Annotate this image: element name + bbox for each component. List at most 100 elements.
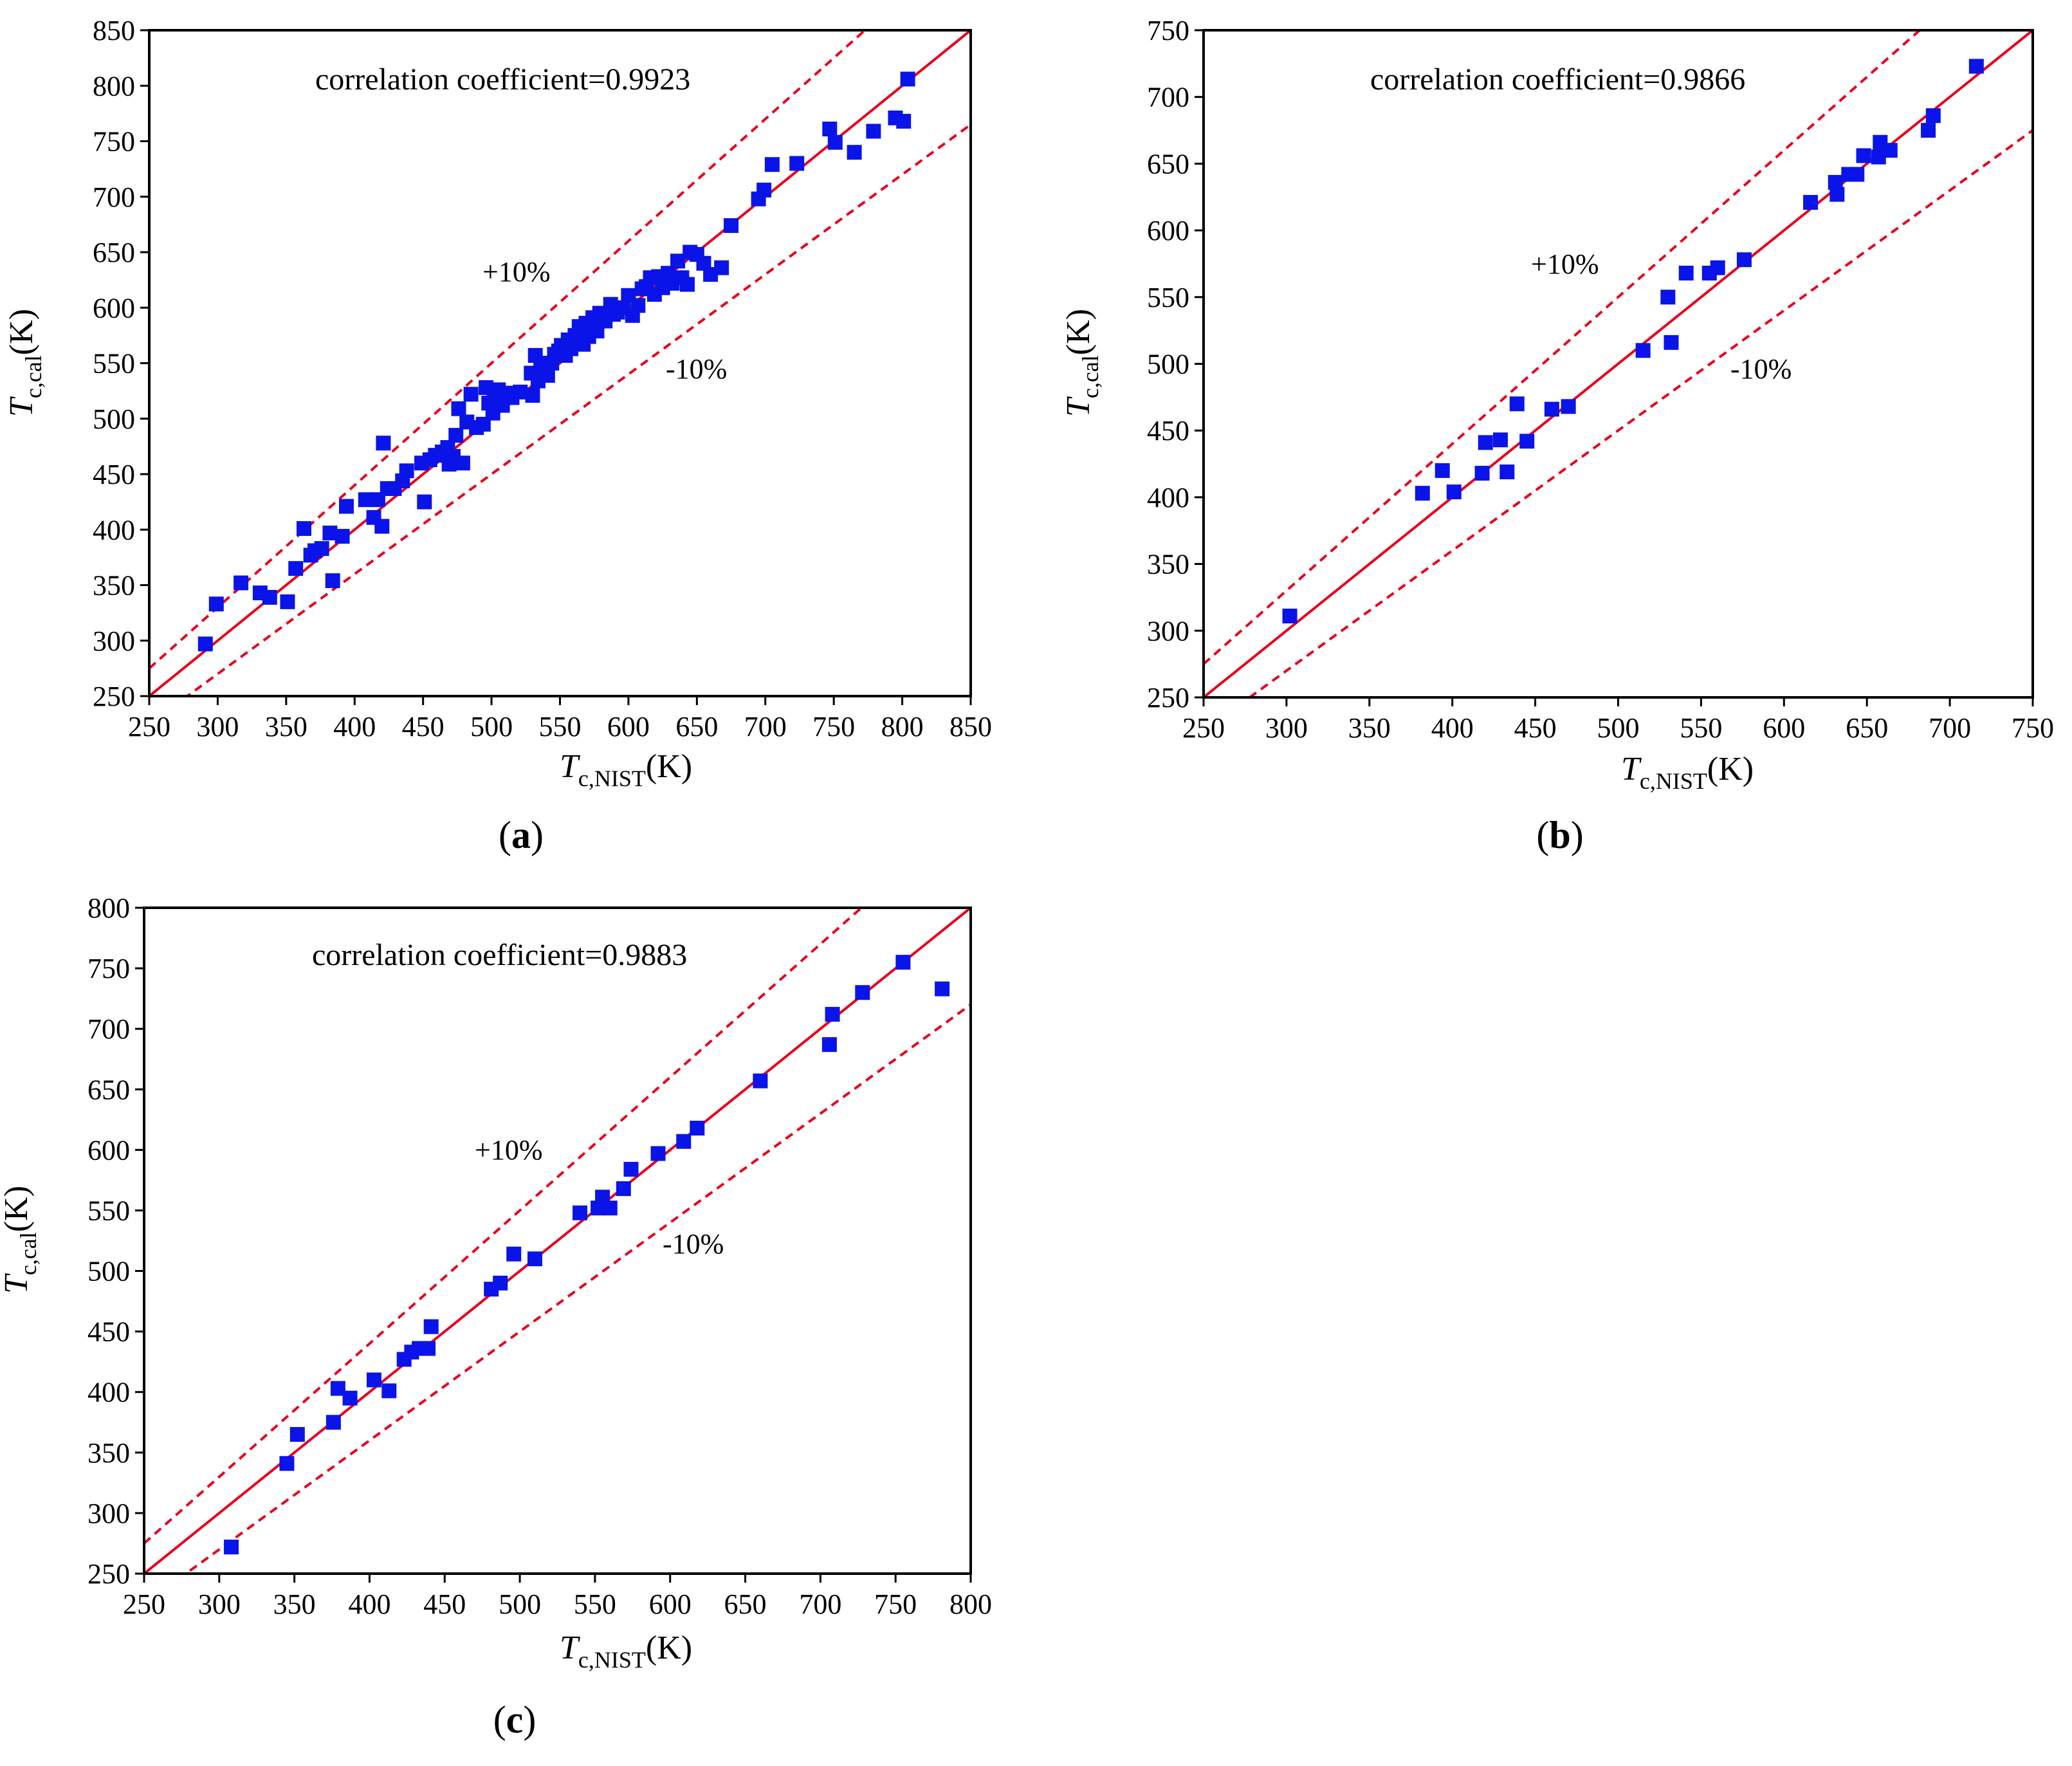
data-point [1856,148,1871,163]
x-tick-label: 250 [128,711,170,742]
x-axis-title-unit: (K) [1707,751,1754,787]
data-point [616,1181,631,1197]
x-tick-label: 500 [499,1588,541,1620]
data-point [1660,290,1676,305]
data-point [451,401,466,416]
y-tick-label: 850 [93,15,135,46]
y-tick-label: 500 [93,403,135,435]
panel-label-letter: a [511,814,531,856]
data-point [417,494,432,510]
y-tick-label: 600 [93,292,135,324]
data-point [676,1134,692,1149]
x-tick-label: 600 [649,1588,692,1620]
data-point [289,1427,305,1442]
x-axis-title-main: T [1621,751,1642,787]
x-tick-label: 550 [539,711,582,742]
data-point [280,594,295,609]
data-point [827,134,843,150]
data-point [525,388,540,403]
panel-label: (a) [499,814,544,856]
panel-label-close: ) [523,1698,536,1741]
y-tick-label: 250 [93,681,135,712]
x-tick-label: 700 [799,1588,841,1620]
data-point [1968,59,1984,74]
data-point [1871,149,1886,165]
data-point [764,157,780,172]
y-axis-title: Tc,cal(K) [3,309,46,417]
data-point [564,341,579,356]
panel-label-letter: c [506,1698,524,1741]
x-tick-label: 700 [1929,712,1971,744]
x-tick-label: 450 [423,1588,466,1620]
minus-10-percent-line [185,124,971,696]
y-axis-title-unit: (K) [0,1186,35,1232]
data-point [224,1540,239,1555]
data-point [1474,466,1490,481]
panel-label-close: ) [1571,814,1584,856]
x-tick-label: 500 [470,711,513,742]
x-axis-title-sub: c,NIST [1640,768,1707,794]
panel-label-open: ( [1536,814,1549,856]
x-tick-label: 600 [607,711,650,742]
y-tick-label: 750 [87,953,130,984]
data-points [1282,59,1984,623]
y-tick-label: 400 [93,514,135,546]
data-point [1829,187,1845,202]
data-point [325,1415,341,1430]
data-point [1803,195,1819,210]
data-point [335,529,350,544]
data-point [358,492,373,508]
data-point [1925,108,1941,124]
parity-line [144,908,971,1574]
reference-lines [1204,30,2033,697]
panel-label-letter: b [1549,814,1570,856]
data-point [288,561,304,576]
data-point [1435,463,1450,478]
plus-10-percent-label: +10% [475,1134,542,1166]
data-point [1492,432,1508,448]
x-tick-label: 600 [1763,712,1805,744]
x-tick-label: 750 [2012,712,2054,744]
plus-10-percent-label: +10% [482,256,550,288]
y-tick-label: 300 [87,1498,130,1529]
data-point [679,277,695,292]
data-point [1635,343,1651,358]
x-tick-label: 250 [123,1588,165,1620]
data-point [493,1275,508,1291]
data-point [455,455,470,471]
y-tick-label: 550 [87,1195,130,1226]
x-axis-title-main: T [560,748,580,785]
x-axis-title-sub: c,NIST [578,766,646,791]
minus-10-percent-label: -10% [1730,353,1792,385]
x-tick-label: 500 [1597,712,1640,744]
minus-10-percent-label: -10% [663,1228,724,1260]
y-tick-label: 700 [87,1013,130,1045]
data-point [1828,174,1843,190]
data-point [1509,396,1525,412]
data-point [448,428,464,443]
minus-10-percent-label: -10% [666,353,727,385]
x-tick-label: 700 [744,711,787,742]
data-point [342,1390,358,1406]
x-tick-label: 800 [949,1588,992,1620]
data-point [381,1383,397,1399]
y-axis-title-main: T [1060,396,1097,417]
panel-label: (b) [1536,814,1583,856]
data-point [602,1200,618,1216]
plus-10-percent-line [149,30,867,670]
y-axis-title: Tc,cal(K) [0,1186,41,1294]
y-tick-label: 250 [87,1558,130,1590]
data-point [650,1146,666,1161]
correlation-annotation: correlation coefficient=0.9883 [312,938,687,972]
x-tick-label: 350 [265,711,307,742]
y-tick-label: 350 [1147,549,1189,580]
x-axis-title-unit: (K) [646,1630,692,1666]
data-point [314,541,329,556]
y-tick-label: 750 [93,126,135,158]
y-axis-title-unit: (K) [1060,309,1097,355]
data-point [573,1205,588,1220]
reference-lines [144,908,971,1574]
data-point [197,636,213,652]
y-tick-label: 600 [87,1134,130,1166]
